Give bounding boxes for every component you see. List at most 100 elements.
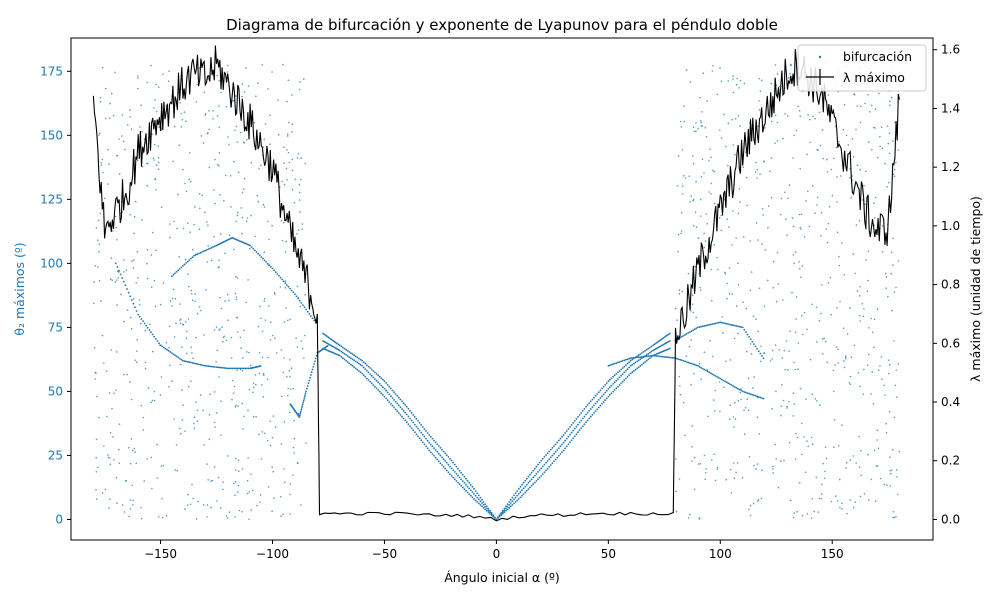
bifurcation-point: [123, 271, 125, 273]
bifurcation-point: [95, 227, 98, 229]
bifurcation-point: [190, 257, 192, 260]
bifurcation-point: [839, 300, 841, 303]
bifurcation-point: [139, 126, 141, 128]
bifurcation-point: [182, 168, 184, 171]
bifurcation-point: [535, 465, 538, 468]
bifurcation-point: [562, 441, 565, 444]
bifurcation-point: [799, 268, 801, 270]
bifurcation-point: [634, 368, 637, 371]
bifurcation-point: [444, 452, 447, 455]
bifurcation-point: [695, 327, 698, 330]
bifurcation-point: [125, 269, 128, 272]
bifurcation-point: [193, 416, 196, 419]
bifurcation-point: [289, 359, 291, 361]
bifurcation-point: [628, 357, 630, 360]
bifurcation-point: [712, 169, 714, 172]
bifurcation-point: [682, 185, 684, 187]
bifurcation-point: [605, 389, 608, 392]
x-tick-label: −100: [256, 547, 289, 561]
bifurcation-point: [709, 339, 711, 342]
bifurcation-point: [793, 262, 795, 265]
bifurcation-point: [139, 304, 141, 306]
bifurcation-point: [271, 224, 273, 227]
bifurcation-point: [890, 272, 893, 275]
bifurcation-point: [218, 266, 220, 268]
bifurcation-point: [511, 500, 514, 503]
bifurcation-point: [150, 401, 152, 404]
bifurcation-point: [306, 387, 308, 390]
bifurcation-point: [169, 351, 172, 353]
bifurcation-point: [631, 358, 634, 361]
bifurcation-point: [199, 363, 202, 366]
bifurcation-point: [242, 428, 244, 430]
bifurcation-point: [168, 70, 170, 72]
bifurcation-point: [604, 399, 607, 402]
bifurcation-point: [771, 407, 773, 410]
bifurcation-point: [278, 274, 280, 277]
bifurcation-point: [793, 403, 795, 406]
bifurcation-point: [737, 325, 739, 328]
bifurcation-point: [805, 398, 807, 401]
bifurcation-point: [570, 424, 573, 426]
bifurcation-point: [795, 432, 797, 435]
bifurcation-point: [248, 388, 251, 391]
bifurcation-point: [575, 433, 578, 436]
bifurcation-point: [350, 352, 352, 354]
bifurcation-point: [191, 256, 194, 259]
bifurcation-point: [96, 395, 98, 398]
bifurcation-point: [888, 410, 891, 413]
bifurcation-point: [237, 459, 240, 461]
bifurcation-point: [540, 459, 543, 462]
bifurcation-point: [469, 489, 472, 492]
bifurcation-point: [801, 514, 804, 517]
bifurcation-point: [521, 489, 523, 492]
bifurcation-point: [258, 372, 261, 375]
bifurcation-point: [610, 377, 613, 380]
bifurcation-point: [698, 365, 701, 368]
bifurcation-point: [399, 398, 402, 401]
bifurcation-point: [668, 356, 670, 359]
bifurcation-point: [806, 153, 808, 156]
bifurcation-point: [703, 351, 706, 354]
bifurcation-point: [133, 232, 135, 235]
bifurcation-point: [625, 377, 627, 380]
bifurcation-point: [301, 228, 303, 230]
bifurcation-point: [348, 351, 351, 353]
bifurcation-point: [661, 355, 664, 358]
bifurcation-point: [171, 380, 173, 382]
bifurcation-point: [548, 458, 551, 460]
bifurcation-point: [750, 271, 753, 273]
bifurcation-point: [283, 146, 285, 148]
bifurcation-point: [223, 335, 225, 338]
bifurcation-point: [519, 496, 522, 499]
bifurcation-point: [698, 363, 701, 365]
bifurcation-point: [195, 401, 197, 404]
bifurcation-point: [823, 337, 825, 340]
bifurcation-point: [873, 449, 876, 452]
bifurcation-point: [613, 362, 616, 365]
bifurcation-point: [258, 167, 260, 170]
bifurcation-point: [248, 351, 250, 354]
bifurcation-point: [150, 64, 152, 67]
bifurcation-point: [471, 496, 474, 499]
bifurcation-point: [261, 356, 264, 359]
bifurcation-point: [269, 444, 272, 447]
bifurcation-point: [204, 364, 207, 367]
bifurcation-point: [892, 264, 894, 266]
bifurcation-point: [471, 485, 474, 488]
bifurcation-point: [211, 479, 214, 482]
bifurcation-point: [154, 178, 156, 181]
bifurcation-point: [288, 121, 290, 124]
bifurcation-point: [699, 289, 702, 291]
bifurcation-point: [858, 435, 860, 438]
bifurcation-point: [645, 355, 648, 358]
bifurcation-point: [463, 475, 466, 478]
x-tick-label: 50: [601, 547, 616, 561]
bifurcation-point: [109, 431, 112, 434]
bifurcation-point: [841, 242, 843, 244]
bifurcation-point: [546, 452, 549, 455]
bifurcation-point: [725, 478, 728, 481]
bifurcation-point: [697, 463, 700, 465]
bifurcation-point: [245, 220, 248, 222]
bifurcation-point: [303, 396, 306, 398]
